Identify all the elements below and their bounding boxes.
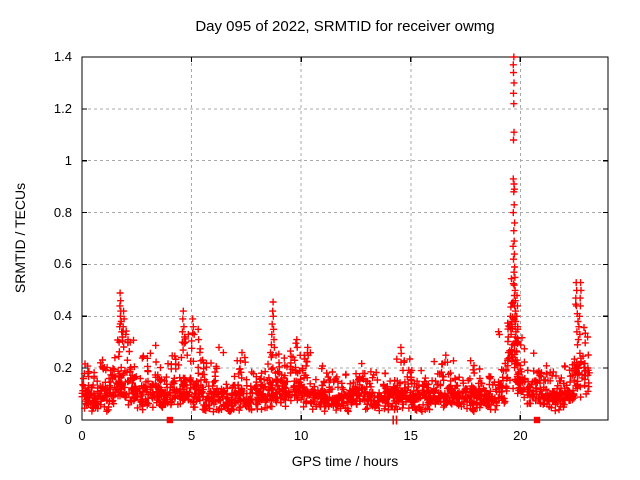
x-tick-label: 10 bbox=[293, 428, 309, 443]
y-axis-label: SRMTID / TECUs bbox=[12, 182, 28, 294]
axes bbox=[81, 56, 609, 421]
y-tick-label: 1.4 bbox=[53, 49, 72, 64]
data-layer bbox=[78, 53, 593, 425]
chart-title: Day 095 of 2022, SRMTID for receiver owm… bbox=[195, 18, 495, 35]
y-tick-label: 0.6 bbox=[53, 256, 72, 272]
y-tick-label: 1 bbox=[64, 152, 72, 168]
scatter-points bbox=[78, 53, 593, 416]
x-tick-label: 5 bbox=[187, 428, 196, 443]
zero-value-bars bbox=[392, 415, 398, 425]
grid-lines bbox=[82, 57, 608, 420]
axis-flag-square bbox=[166, 416, 174, 424]
x-axis-label: GPS time / hours bbox=[291, 453, 399, 469]
plot-border bbox=[81, 56, 609, 421]
grid bbox=[82, 57, 608, 420]
x-tick-label: 20 bbox=[513, 428, 528, 443]
x-tick-label: 15 bbox=[403, 428, 418, 443]
y-tick-label: 0.2 bbox=[53, 360, 72, 376]
y-tick-label: 1.2 bbox=[53, 100, 72, 116]
y-tick-label: 0.4 bbox=[53, 308, 72, 324]
axis-flag-square bbox=[533, 416, 541, 424]
y-tick-label: 0 bbox=[64, 412, 72, 427]
x-tick-label: 0 bbox=[78, 428, 86, 443]
y-tick-label: 0.8 bbox=[53, 204, 72, 220]
